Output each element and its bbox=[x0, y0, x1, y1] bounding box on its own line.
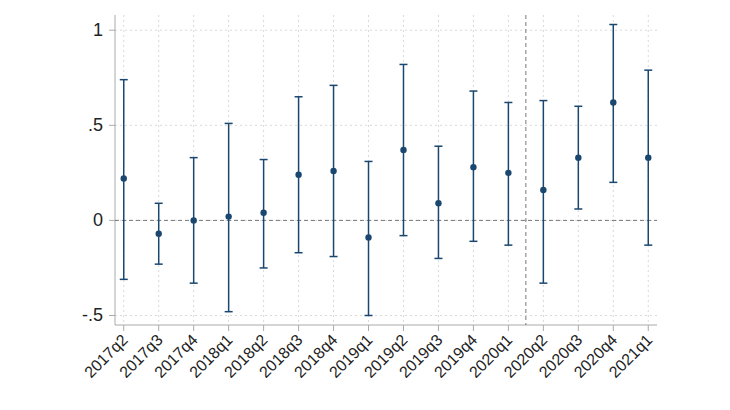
y-tick-label: .5 bbox=[88, 115, 103, 135]
x-tick bbox=[613, 325, 614, 331]
x-tick bbox=[648, 325, 649, 331]
y-tick bbox=[109, 30, 115, 31]
error-cap-low bbox=[469, 241, 477, 243]
error-cap-low bbox=[644, 244, 652, 246]
grid-line-x bbox=[158, 15, 159, 325]
point bbox=[400, 147, 406, 153]
error-cap-high bbox=[365, 161, 373, 163]
point bbox=[225, 213, 231, 219]
y-tick-label: 1 bbox=[93, 20, 103, 40]
grid-line-x bbox=[438, 15, 439, 325]
error-cap-low bbox=[295, 252, 303, 254]
point bbox=[260, 210, 266, 216]
error-cap-low bbox=[365, 315, 373, 317]
event-line bbox=[525, 15, 526, 325]
error-cap-low bbox=[155, 263, 163, 265]
x-axis bbox=[115, 325, 657, 326]
error-cap-high bbox=[225, 123, 233, 125]
y-axis bbox=[115, 15, 116, 325]
x-tick bbox=[403, 325, 404, 331]
x-tick bbox=[263, 325, 264, 331]
error-cap-high bbox=[504, 102, 512, 104]
grid-line-y bbox=[115, 315, 657, 316]
error-cap-low bbox=[225, 311, 233, 313]
point bbox=[435, 200, 441, 206]
grid-line-x bbox=[578, 15, 579, 325]
point bbox=[505, 170, 511, 176]
error-cap-low bbox=[330, 256, 338, 258]
x-tick bbox=[368, 325, 369, 331]
point bbox=[295, 172, 301, 178]
grid-line-x bbox=[123, 15, 124, 325]
error-cap-high bbox=[260, 159, 268, 161]
x-tick bbox=[193, 325, 194, 331]
grid-line-x bbox=[613, 15, 614, 325]
point bbox=[470, 164, 476, 170]
error-cap-low bbox=[504, 244, 512, 246]
chart: -.50.512017q22017q32017q42018q12018q2201… bbox=[0, 0, 730, 410]
error-cap-high bbox=[574, 106, 582, 108]
error-cap-high bbox=[434, 145, 442, 147]
x-tick bbox=[438, 325, 439, 331]
x-tick-label: 2021q1 bbox=[606, 331, 656, 381]
x-tick bbox=[228, 325, 229, 331]
grid-line-x bbox=[228, 15, 229, 325]
error-cap-high bbox=[469, 90, 477, 92]
grid-line-y bbox=[115, 125, 657, 126]
error-cap-high bbox=[155, 203, 163, 205]
error-cap-high bbox=[330, 85, 338, 87]
error-cap-high bbox=[295, 96, 303, 98]
grid-line-x bbox=[543, 15, 544, 325]
x-tick bbox=[508, 325, 509, 331]
grid-line-x bbox=[648, 15, 649, 325]
grid-line-y bbox=[115, 30, 657, 31]
point bbox=[330, 168, 336, 174]
x-tick bbox=[298, 325, 299, 331]
error-cap-high bbox=[644, 69, 652, 71]
point bbox=[645, 154, 651, 160]
error-cap-high bbox=[609, 24, 617, 26]
grid-line-x bbox=[368, 15, 369, 325]
y-tick bbox=[109, 220, 115, 221]
error-cap-high bbox=[120, 79, 128, 81]
x-tick bbox=[578, 325, 579, 331]
x-tick bbox=[158, 325, 159, 331]
error-cap-low bbox=[399, 235, 407, 237]
point bbox=[190, 217, 196, 223]
x-tick bbox=[543, 325, 544, 331]
error-cap-high bbox=[399, 64, 407, 66]
point bbox=[575, 154, 581, 160]
grid-line-x bbox=[263, 15, 264, 325]
x-tick bbox=[473, 325, 474, 331]
y-tick-label: 0 bbox=[93, 210, 103, 230]
point bbox=[610, 99, 616, 105]
chart-container: -.50.512017q22017q32017q42018q12018q2201… bbox=[0, 0, 730, 410]
point bbox=[121, 175, 127, 181]
y-tick bbox=[109, 315, 115, 316]
x-tick bbox=[333, 325, 334, 331]
y-tick bbox=[109, 125, 115, 126]
error-cap-high bbox=[539, 100, 547, 102]
error-cap-low bbox=[120, 279, 128, 281]
plot-area bbox=[115, 15, 657, 325]
point bbox=[540, 187, 546, 193]
point bbox=[365, 234, 371, 240]
grid-line-x bbox=[403, 15, 404, 325]
error-cap-low bbox=[574, 208, 582, 210]
error-cap-low bbox=[609, 182, 617, 184]
x-tick bbox=[123, 325, 124, 331]
point bbox=[156, 231, 162, 237]
error-cap-low bbox=[539, 282, 547, 284]
error-cap-low bbox=[260, 267, 268, 269]
error-cap-high bbox=[190, 157, 198, 159]
error-cap-low bbox=[434, 258, 442, 260]
y-tick-label: -.5 bbox=[82, 305, 103, 325]
error-cap-low bbox=[190, 282, 198, 284]
grid-line-x bbox=[193, 15, 194, 325]
grid-line-x bbox=[298, 15, 299, 325]
